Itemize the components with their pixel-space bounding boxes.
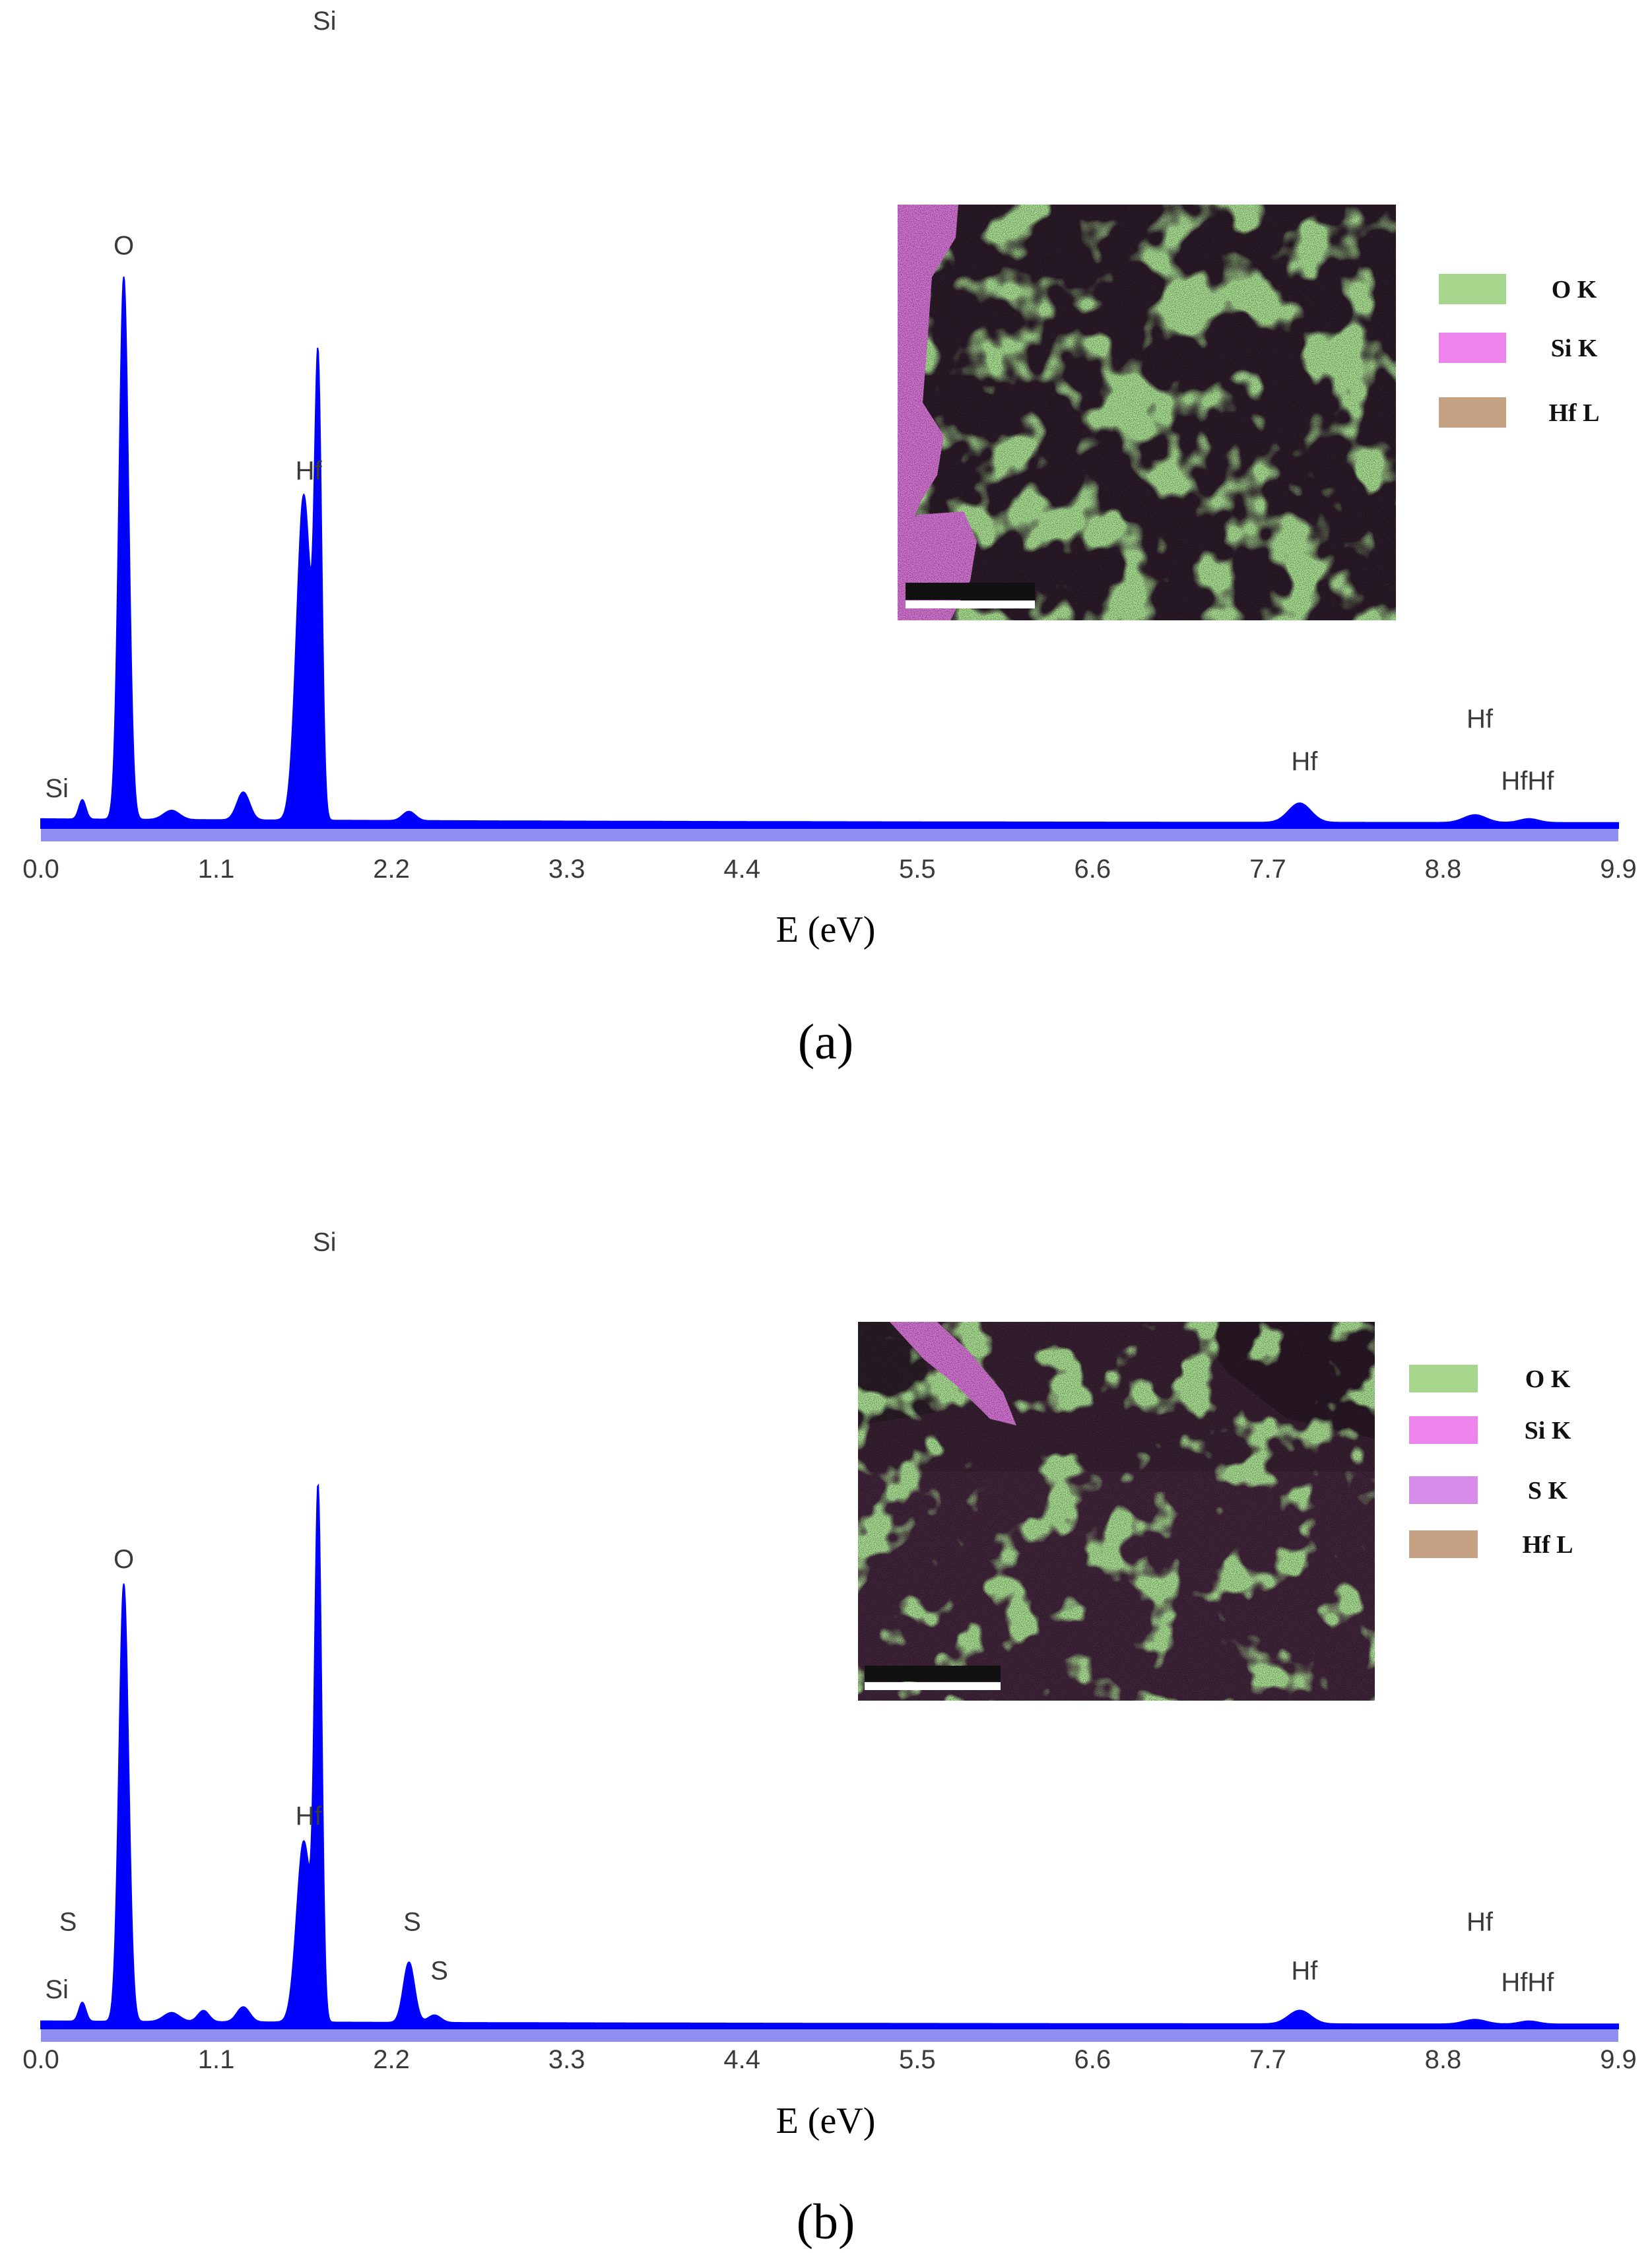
legend-label: Si K [1551, 335, 1598, 362]
x-tick-label: 4.4 [723, 2045, 760, 2074]
x-tick-label: 8.8 [1425, 855, 1462, 884]
x-tick-label: 3.3 [548, 855, 585, 884]
x-tick-label: 0.0 [22, 855, 59, 884]
peak-label: Hf [296, 456, 323, 485]
map-scale-bar-a: 10 um [906, 583, 1035, 608]
legend-label: O K [1552, 276, 1597, 304]
legend-swatch [1409, 1476, 1478, 1504]
peak-label: S [59, 1907, 77, 1936]
panel-label-b: (b) [797, 2194, 855, 2250]
legend-swatch [1409, 1365, 1478, 1392]
x-axis-label-a: E (eV) [776, 909, 876, 950]
legend-label: O K [1525, 1365, 1571, 1393]
elemental-map-b [858, 1322, 1375, 1701]
legend-label: Si K [1525, 1417, 1571, 1445]
elemental-map-a [898, 205, 1396, 620]
x-tick-label: 5.5 [899, 2045, 936, 2074]
x-tick-label: 6.6 [1074, 855, 1111, 884]
peak-label: Si [313, 7, 337, 36]
peak-label: Hf [1467, 1907, 1494, 1936]
legend-swatch [1409, 1530, 1478, 1558]
x-tick-label: 9.9 [1600, 2045, 1637, 2074]
panel-label-a: (a) [798, 1014, 853, 1070]
x-tick-labels-b: 0.0 1.1 2.2 3.3 4.4 5.5 6.6 7.7 8.8 9.9 [22, 2045, 1637, 2074]
legend-label: Hf L [1548, 399, 1599, 427]
spectrum-baseline [41, 828, 1618, 841]
peak-label: Hf [1291, 747, 1318, 776]
peak-label: Si [45, 1975, 69, 2004]
x-tick-label: 2.2 [373, 2045, 410, 2074]
x-tick-labels-a: 0.0 1.1 2.2 3.3 4.4 5.5 6.6 7.7 8.8 9.9 [22, 855, 1637, 884]
x-tick-label: 2.2 [373, 855, 410, 884]
peak-label: Si [45, 774, 69, 803]
spectrum-area [40, 277, 1619, 829]
peak-label: Hf [296, 1802, 323, 1831]
peak-label: O [114, 232, 134, 261]
legend-label: Hf L [1522, 1531, 1573, 1559]
spectrum-baseline [41, 2029, 1618, 2042]
x-tick-label: 7.7 [1249, 2045, 1286, 2074]
scale-text-b: 10 um [921, 1668, 944, 1678]
x-tick-label: 4.4 [723, 855, 760, 884]
legend-a: O K Si K Hf L [1439, 274, 1600, 428]
scale-text-a: 10 um [958, 587, 982, 597]
legend-swatch [1439, 397, 1506, 428]
peak-label: HfHf [1501, 1968, 1554, 1997]
x-tick-label: 9.9 [1600, 855, 1637, 884]
spectrum-b [40, 1483, 1619, 2042]
spectrum-a [40, 277, 1619, 841]
x-tick-label: 7.7 [1249, 855, 1286, 884]
legend-swatch [1439, 274, 1506, 304]
peak-label: Hf [1291, 1957, 1318, 1986]
peak-label: S [430, 1957, 448, 1986]
x-tick-label: 0.0 [22, 2045, 59, 2074]
x-tick-label: 3.3 [548, 2045, 585, 2074]
legend-b: O K Si K S K Hf L [1409, 1365, 1573, 1559]
x-tick-label: 1.1 [198, 855, 235, 884]
peak-label: O [114, 1545, 134, 1574]
legend-label: S K [1528, 1477, 1568, 1505]
legend-swatch [1439, 333, 1506, 363]
peak-label: Hf [1467, 704, 1494, 733]
spectrum-area [40, 1483, 1619, 2029]
map-scale-bar-b: 10 um [865, 1666, 1001, 1690]
x-tick-label: 1.1 [198, 2045, 235, 2074]
peak-label: S [403, 1907, 421, 1936]
x-tick-label: 8.8 [1425, 2045, 1462, 2074]
peak-label: Si [313, 1228, 337, 1257]
x-tick-label: 6.6 [1074, 2045, 1111, 2074]
x-axis-label-b: E (eV) [776, 2101, 876, 2141]
peak-label: HfHf [1501, 766, 1554, 795]
legend-swatch [1409, 1416, 1478, 1444]
x-tick-label: 5.5 [899, 855, 936, 884]
